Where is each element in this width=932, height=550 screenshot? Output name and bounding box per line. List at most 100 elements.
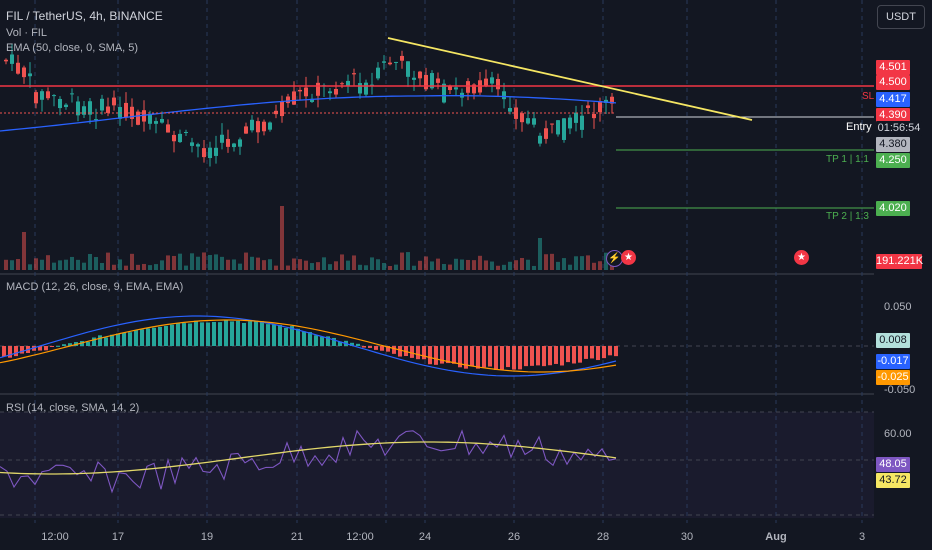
macd-histogram-bar [482, 346, 486, 368]
candle [208, 147, 212, 159]
volume-bar [4, 259, 8, 270]
price-tag-tp2: 4.020 [876, 201, 910, 216]
volume-bar [166, 255, 170, 270]
volume-bar [532, 265, 536, 270]
candle [262, 121, 266, 132]
candle [124, 102, 128, 118]
time-scale [0, 523, 932, 550]
volume-bar [16, 259, 20, 270]
volume-bar [214, 254, 218, 270]
candle [352, 73, 356, 75]
pane-separator [0, 273, 874, 275]
macd-histogram-bar [128, 332, 132, 346]
volume-bar [190, 253, 194, 270]
volume-bar [598, 261, 602, 270]
macd-histogram-bar [56, 345, 60, 347]
macd-scale-tick-bottom: -0.050 [884, 384, 916, 396]
currency-selector[interactable]: USDT [877, 5, 925, 29]
macd-histogram-bar [476, 346, 480, 369]
candle [184, 131, 188, 133]
volume-bar [406, 252, 410, 270]
candle [226, 138, 230, 147]
volume-bar [340, 254, 344, 270]
rsi-line [0, 429, 617, 494]
candle [502, 91, 506, 100]
macd-histogram-bar [170, 324, 174, 346]
candle [244, 126, 248, 134]
macd-legend: MACD (12, 26, close, 9, EMA, EMA) [6, 281, 184, 293]
candle [448, 86, 452, 91]
candle [532, 118, 536, 125]
macd-histogram-bar [86, 341, 90, 346]
volume-bar [244, 252, 248, 270]
macd-histogram-bar [122, 332, 126, 346]
volume-bar [136, 264, 140, 270]
candle [340, 83, 344, 85]
volume-bar [304, 260, 308, 270]
candle [82, 106, 86, 115]
candle [580, 115, 584, 130]
volume-bar [130, 253, 134, 270]
volume-bar [226, 259, 230, 270]
candle [22, 67, 26, 78]
price-tag-last: 4.390 [876, 108, 910, 123]
volume-bar [388, 265, 392, 270]
volume-bar [100, 262, 104, 270]
candle [346, 80, 350, 86]
candle [292, 91, 296, 105]
volume-bar [70, 256, 74, 270]
candle [442, 83, 446, 103]
macd-histogram-bar [206, 322, 210, 346]
volume-bar [370, 257, 374, 270]
us-flag-icon-event[interactable]: ★ [794, 250, 809, 265]
candle [496, 78, 500, 90]
candle [214, 147, 218, 156]
macd-histogram-bar [80, 341, 84, 346]
candle [598, 101, 602, 113]
candle [250, 119, 254, 131]
volume-bar [232, 259, 236, 270]
candle [232, 143, 236, 148]
candle [94, 119, 98, 121]
candle [136, 111, 140, 125]
us-flag-icon[interactable]: ★ [621, 250, 636, 265]
volume-bar [40, 259, 44, 270]
macd-histogram-bar [146, 328, 150, 346]
macd-histogram-bar [326, 336, 330, 346]
volume-bar [442, 263, 446, 270]
trend-line [387, 37, 753, 121]
volume-bar [286, 265, 290, 270]
macd-histogram-bar [536, 346, 540, 366]
candle [148, 114, 152, 124]
candle [472, 84, 476, 94]
volume-bar [394, 264, 398, 270]
volume-bar [346, 260, 350, 270]
macd-histogram-bar [356, 343, 360, 346]
rsi-legend: RSI (14, close, SMA, 14, 2) [6, 402, 140, 414]
volume-bar [178, 253, 182, 270]
macd-histogram-bar [560, 346, 564, 366]
macd-histogram-bar [494, 346, 498, 370]
volume-bar [460, 259, 464, 270]
macd-histogram-bar [68, 343, 72, 346]
macd-histogram-bar [590, 346, 594, 359]
symbol-title: FIL / TetherUS, 4h, BINANCE [6, 9, 163, 23]
volume-bar [382, 262, 386, 270]
volume-bar [538, 238, 542, 270]
macd-histogram-bar [518, 346, 522, 370]
macd-histogram-bar [608, 346, 612, 356]
candle [400, 55, 404, 61]
candle [106, 106, 110, 113]
x-axis-label: 28 [596, 531, 610, 543]
candle [286, 96, 290, 104]
candle [424, 74, 428, 90]
macd-histogram-bar [548, 346, 552, 366]
macd-histogram-bar [272, 324, 276, 346]
macd-histogram-bar [542, 346, 546, 367]
macd-histogram-bar [224, 320, 228, 346]
candle [556, 120, 560, 135]
macd-histogram-bar [44, 346, 48, 351]
candle [370, 84, 374, 86]
candle [220, 134, 224, 143]
